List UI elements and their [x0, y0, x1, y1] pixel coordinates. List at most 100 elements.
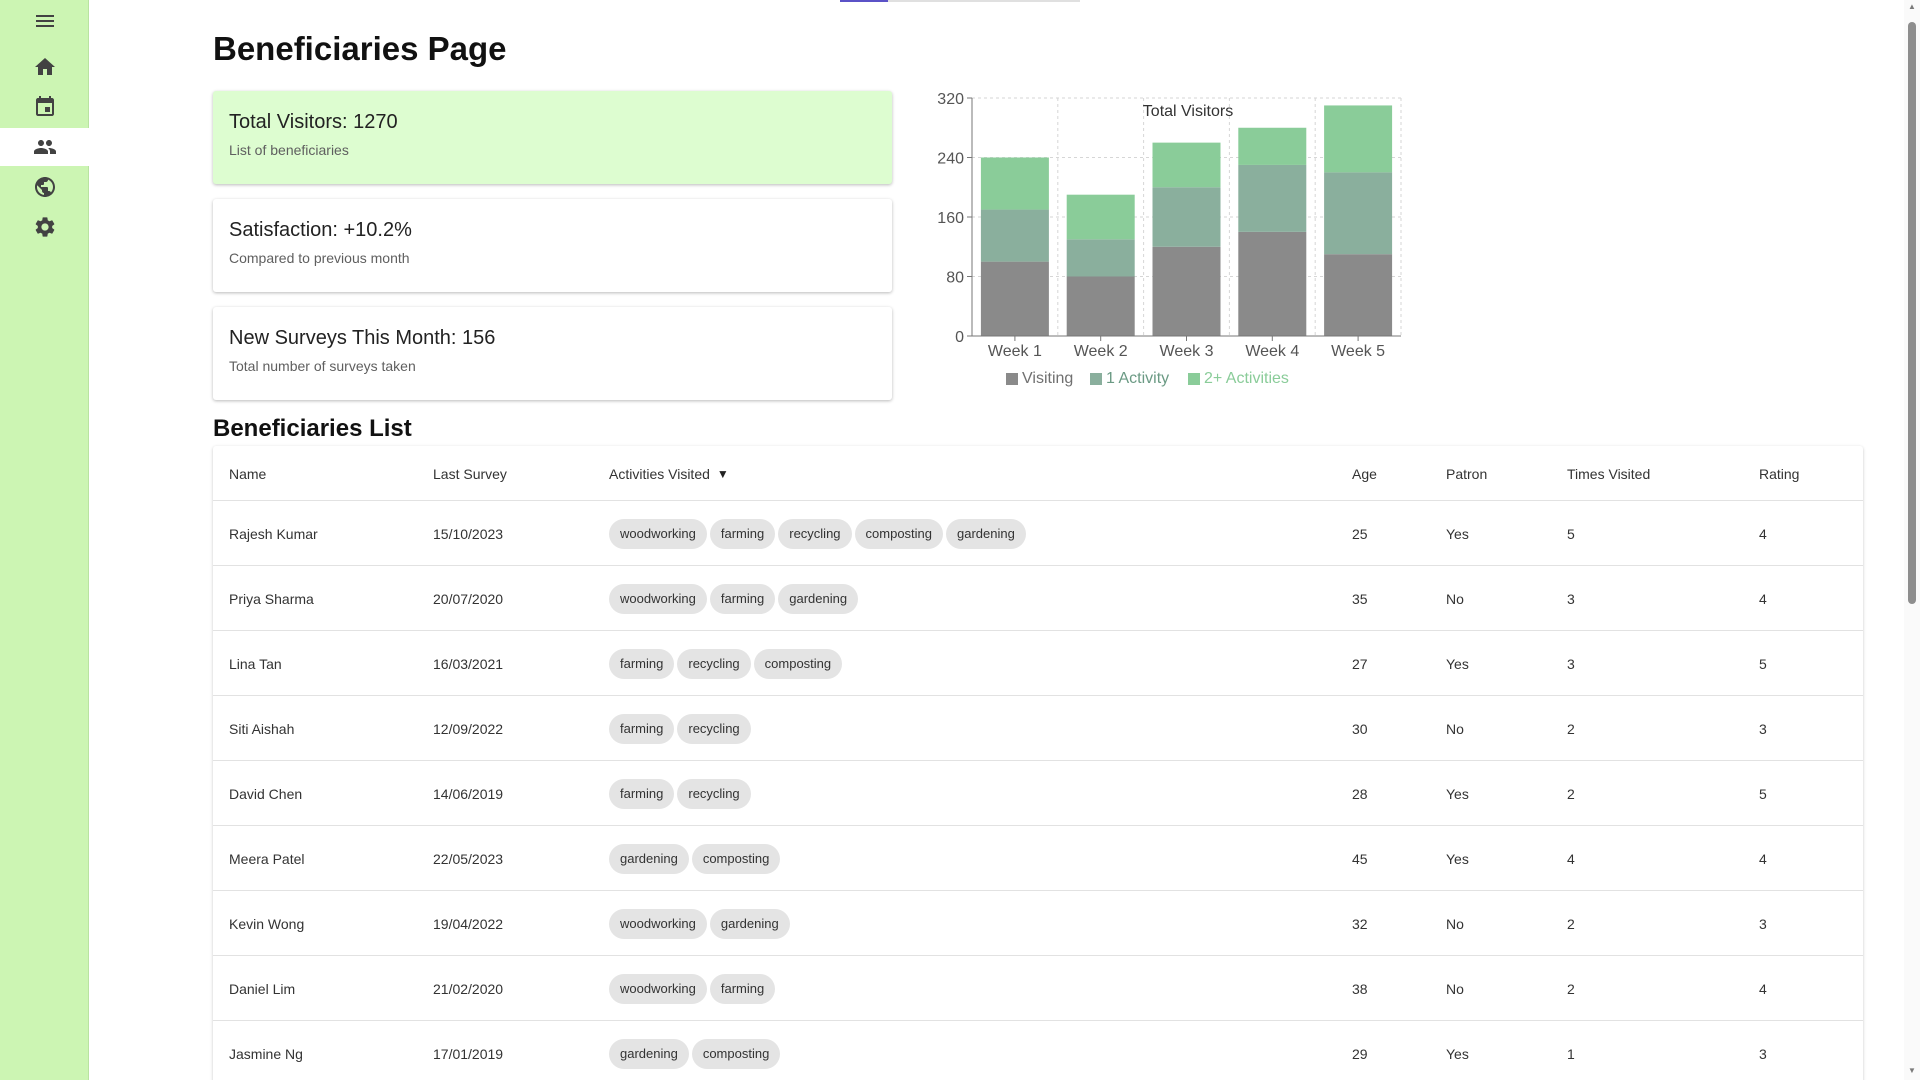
column-header-name[interactable]: Name — [229, 446, 266, 501]
table-row[interactable]: Rajesh Kumar 15/10/2023 woodworking farming… — [213, 501, 1863, 566]
cell-name: Lina Tan — [229, 655, 282, 672]
table-row[interactable]: Kevin Wong 19/04/2022 woodworking gardening… — [213, 891, 1863, 956]
cell-activities: gardening composting — [609, 826, 783, 891]
chart-svg: Week 1 Week 2 Week 3 Week 4 Week 5 0 80 160 240 3… — [937, 91, 1402, 387]
cell-last-survey: 14/06/2019 — [433, 785, 504, 802]
table-row[interactable]: Daniel Lim 21/02/2020 woodworking farming 38… — [213, 956, 1863, 1021]
chart-bar-segment — [1066, 276, 1135, 336]
activity-chip: woodworking — [609, 908, 707, 939]
column-label: Rating — [1759, 465, 1800, 482]
chart-bar-segment — [1066, 194, 1135, 240]
sidebar-item-settings[interactable] — [0, 208, 89, 246]
activity-chip: recycling — [778, 518, 852, 549]
card-title: Total Visitors: 1270 — [229, 111, 398, 133]
table-row[interactable]: Jasmine Ng 17/01/2019 gardening composting 2… — [213, 1021, 1863, 1080]
cell-patron: Yes — [1446, 525, 1469, 542]
cell-patron: Yes — [1446, 785, 1469, 802]
cell-rating: 5 — [1759, 655, 1767, 672]
chart-bar-segment — [1324, 172, 1393, 255]
column-label: Activities Visited — [609, 465, 710, 482]
cell-patron: Yes — [1446, 850, 1469, 867]
cell-times-visited: 4 — [1567, 850, 1575, 867]
cell-activities: woodworking gardening — [609, 891, 793, 956]
cell-times-visited: 2 — [1567, 785, 1575, 802]
activity-chip: composting — [753, 648, 843, 679]
chart-bar-segment — [1066, 239, 1135, 277]
scroll-up-icon[interactable]: ▲ — [1908, 2, 1916, 11]
cell-activities: woodworking farming recycling composting gar… — [609, 501, 1029, 566]
column-label: Patron — [1446, 465, 1488, 482]
cell-times-visited: 5 — [1567, 525, 1575, 542]
cell-name: Meera Patel — [229, 850, 305, 867]
sidebar-item-beneficiaries[interactable] — [0, 128, 89, 166]
cell-name: David Chen — [229, 785, 303, 802]
scrollbar-thumb[interactable] — [1908, 22, 1916, 604]
cell-rating: 4 — [1759, 980, 1767, 997]
column-header-patron[interactable]: Patron — [1446, 446, 1487, 501]
table-row[interactable]: David Chen 14/06/2019 farming recycling 28 Ye… — [213, 761, 1863, 826]
chart-bar-segment — [980, 209, 1049, 262]
column-header-rating[interactable]: Rating — [1759, 446, 1799, 501]
cell-name: Priya Sharma — [229, 590, 314, 607]
cell-times-visited: 3 — [1567, 655, 1575, 672]
cell-name: Siti Aishah — [229, 720, 295, 737]
cell-activities: woodworking farming — [609, 956, 778, 1021]
activity-chip: gardening — [609, 1038, 689, 1069]
column-header-activities[interactable]: Activities Visited ▼ — [609, 446, 729, 501]
cell-times-visited: 2 — [1567, 980, 1575, 997]
page-title: Beneficiaries Page — [213, 30, 507, 67]
sort-down-icon: ▼ — [716, 466, 729, 481]
page-scrollbar[interactable]: ▲ ▼ — [1904, 0, 1920, 1080]
chart-bar-segment — [1238, 127, 1307, 165]
column-header-last-survey[interactable]: Last Survey — [433, 446, 507, 501]
top-progress-strip — [840, 0, 1080, 2]
column-header-times-visited[interactable]: Times Visited — [1567, 446, 1650, 501]
activity-chip: woodworking — [609, 583, 707, 614]
cell-rating: 5 — [1759, 785, 1767, 802]
y-tick-label: 0 — [955, 329, 964, 346]
cell-age: 28 — [1352, 785, 1368, 802]
chart-bar-segment — [1238, 231, 1307, 336]
activity-chip: recycling — [677, 648, 751, 679]
chart-bar-segment — [1324, 254, 1393, 336]
cell-rating: 4 — [1759, 590, 1767, 607]
legend-label: Visiting — [1022, 370, 1073, 387]
card-new-surveys[interactable]: New Surveys This Month: 156 Total number… — [213, 307, 892, 400]
x-tick-label: Week 2 — [1074, 343, 1128, 360]
sidebar-item-home[interactable] — [0, 48, 89, 86]
card-satisfaction[interactable]: Satisfaction: +10.2% Compared to previou… — [213, 199, 892, 292]
activity-chip: woodworking — [609, 973, 707, 1004]
cell-name: Daniel Lim — [229, 980, 296, 997]
cell-age: 32 — [1352, 915, 1368, 932]
cell-rating: 3 — [1759, 1045, 1767, 1062]
cell-name: Rajesh Kumar — [229, 525, 318, 542]
table-row[interactable]: Priya Sharma 20/07/2020 woodworking farming… — [213, 566, 1863, 631]
cell-times-visited: 2 — [1567, 915, 1575, 932]
cell-patron: No — [1446, 980, 1464, 997]
scroll-down-icon[interactable]: ▼ — [1908, 1066, 1916, 1075]
cell-rating: 3 — [1759, 720, 1767, 737]
menu-button[interactable] — [0, 2, 89, 40]
table-row[interactable]: Lina Tan 16/03/2021 farming recycling compos… — [213, 631, 1863, 696]
activity-chip: farming — [609, 778, 675, 809]
card-total-visitors[interactable]: Total Visitors: 1270 List of beneficiari… — [213, 91, 892, 184]
legend-swatch — [1188, 373, 1200, 385]
cell-patron: Yes — [1446, 1045, 1469, 1062]
cell-age: 27 — [1352, 655, 1368, 672]
cell-rating: 3 — [1759, 915, 1767, 932]
table-row[interactable]: Meera Patel 22/05/2023 gardening composting… — [213, 826, 1863, 891]
x-tick-label: Week 4 — [1245, 343, 1299, 360]
cell-rating: 4 — [1759, 850, 1767, 867]
cell-patron: No — [1446, 590, 1464, 607]
activity-chip: recycling — [677, 778, 751, 809]
table-row[interactable]: Siti Aishah 12/09/2022 farming recycling 30 N… — [213, 696, 1863, 761]
sports-icon — [34, 177, 55, 197]
sidebar-item-calendar[interactable] — [0, 88, 89, 126]
column-header-age[interactable]: Age — [1352, 446, 1377, 501]
column-label: Times Visited — [1567, 465, 1651, 482]
cell-last-survey: 20/07/2020 — [433, 590, 504, 607]
sidebar-item-activities[interactable] — [0, 168, 89, 206]
gear-icon — [35, 217, 54, 237]
legend-swatch — [1006, 373, 1018, 385]
x-tick-label: Week 3 — [1160, 343, 1214, 360]
